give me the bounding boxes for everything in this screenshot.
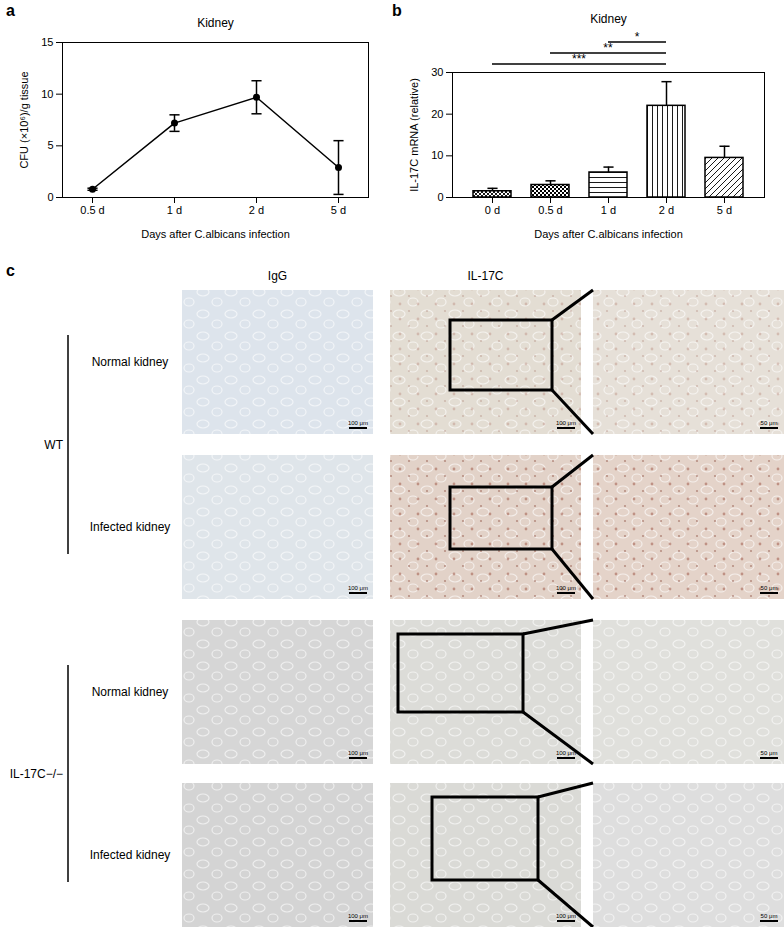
svg-text:30: 30 (431, 66, 443, 78)
svg-text:Normal kidney: Normal kidney (92, 355, 169, 369)
svg-text:Days after C.albicans infectio: Days after C.albicans infection (534, 228, 683, 240)
svg-text:Days after C.albicans infectio: Days after C.albicans infection (141, 228, 290, 240)
html-text:a: a (6, 2, 15, 19)
svg-text:IL-17C: IL-17C (467, 269, 503, 283)
svg-text:50 μm: 50 μm (761, 420, 778, 426)
svg-text:IgG: IgG (268, 269, 287, 283)
svg-text:100 μm: 100 μm (348, 420, 368, 426)
svg-text:100 μm: 100 μm (348, 750, 368, 756)
svg-text:CFU (×10⁶)/g tissue: CFU (×10⁶)/g tissue (18, 71, 30, 168)
svg-text:Kidney: Kidney (590, 12, 627, 26)
svg-text:Infected kidney: Infected kidney (90, 848, 171, 862)
svg-text:5: 5 (47, 139, 53, 151)
svg-text:c: c (6, 262, 15, 279)
svg-text:100 μm: 100 μm (556, 420, 576, 426)
svg-text:IL-17C−/−: IL-17C−/− (10, 767, 63, 781)
svg-text:2 d: 2 d (659, 204, 674, 216)
svg-text:Normal kidney: Normal kidney (92, 685, 169, 699)
svg-text:50 μm: 50 μm (761, 750, 778, 756)
svg-text:100 μm: 100 μm (348, 913, 368, 919)
svg-text:100 μm: 100 μm (348, 585, 368, 591)
svg-text:0 d: 0 d (485, 204, 500, 216)
svg-text:20: 20 (431, 108, 443, 120)
svg-text:100 μm: 100 μm (556, 585, 576, 591)
svg-text:100 μm: 100 μm (556, 750, 576, 756)
svg-text:0.5 d: 0.5 d (538, 204, 562, 216)
svg-text:50 μm: 50 μm (761, 585, 778, 591)
svg-text:WT: WT (44, 438, 63, 452)
html-text:b: b (392, 2, 402, 19)
svg-text:Kidney: Kidney (197, 16, 234, 30)
svg-text:0: 0 (437, 191, 443, 203)
svg-text:50 μm: 50 μm (761, 913, 778, 919)
svg-text:***: *** (572, 52, 586, 66)
svg-text:1 d: 1 d (167, 204, 182, 216)
svg-text:15: 15 (41, 36, 53, 48)
svg-text:100 μm: 100 μm (556, 913, 576, 919)
svg-text:5 d: 5 d (717, 204, 732, 216)
svg-text:**: ** (603, 41, 613, 55)
svg-text:10: 10 (41, 88, 53, 100)
svg-text:0: 0 (47, 191, 53, 203)
svg-text:0.5 d: 0.5 d (80, 204, 104, 216)
svg-text:2 d: 2 d (249, 204, 264, 216)
svg-text:5 d: 5 d (331, 204, 346, 216)
svg-text:10: 10 (431, 149, 443, 161)
svg-text:1 d: 1 d (601, 204, 616, 216)
svg-text:*: * (635, 30, 640, 44)
svg-text:IL-17C mRNA (relative): IL-17C mRNA (relative) (408, 78, 420, 192)
svg-text:Infected kidney: Infected kidney (90, 520, 171, 534)
